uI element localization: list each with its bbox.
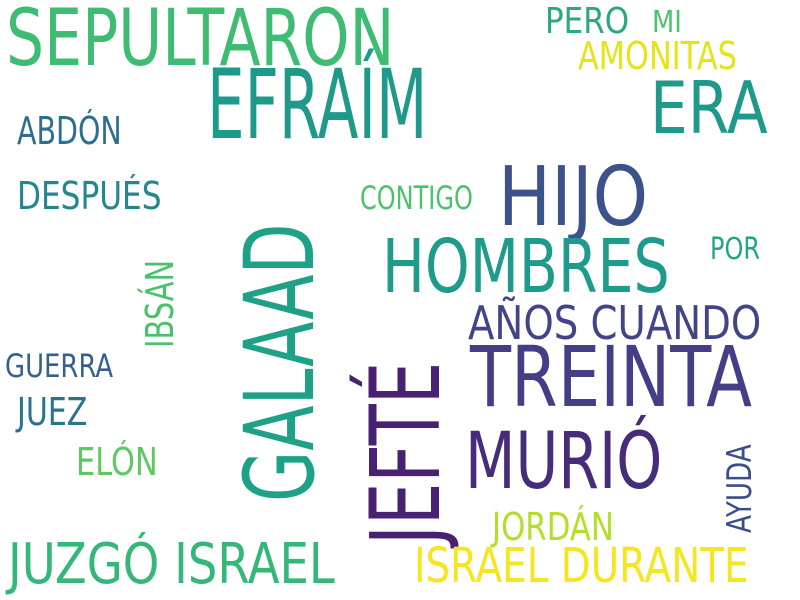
word-ibsan: IBSÁN: [138, 259, 182, 348]
word-guerra: GUERRA: [5, 347, 114, 385]
word-abdon: ABDÓN: [17, 109, 122, 153]
word-amonitas: AMONITAS: [578, 34, 737, 78]
word-jefte: JEFTÉ: [350, 361, 462, 545]
word-murio: MURIÓ: [465, 417, 663, 507]
word-pero: PERO: [545, 1, 630, 42]
word-juez: JUEZ: [17, 390, 88, 434]
word-treinta: TREINTA: [470, 328, 753, 426]
word-ayuda: AYUDA: [720, 444, 760, 533]
word-elon: ELÓN: [76, 440, 158, 484]
word-mi: MI: [652, 5, 682, 40]
word-anos-cuando: AÑOS CUANDO: [468, 296, 762, 350]
word-israel-durante: ISRAEL DURANTE: [414, 538, 749, 594]
word-hijo: HIJO: [498, 150, 649, 245]
word-galaad: GALAAD: [224, 223, 336, 502]
word-juzgo-israel: JUZGÓ ISRAEL: [8, 532, 335, 597]
word-jordan: JORDÁN: [492, 505, 614, 549]
word-era: ERA: [650, 66, 768, 150]
word-efraim: EFRAÍM: [207, 49, 428, 161]
word-contigo: CONTIGO: [360, 179, 473, 217]
word-por: POR: [710, 232, 761, 267]
word-hombres: HOMBRES: [382, 224, 670, 310]
word-despues: DESPUÉS: [17, 174, 162, 218]
word-sepultaron: SEPULTARON: [6, 0, 395, 84]
